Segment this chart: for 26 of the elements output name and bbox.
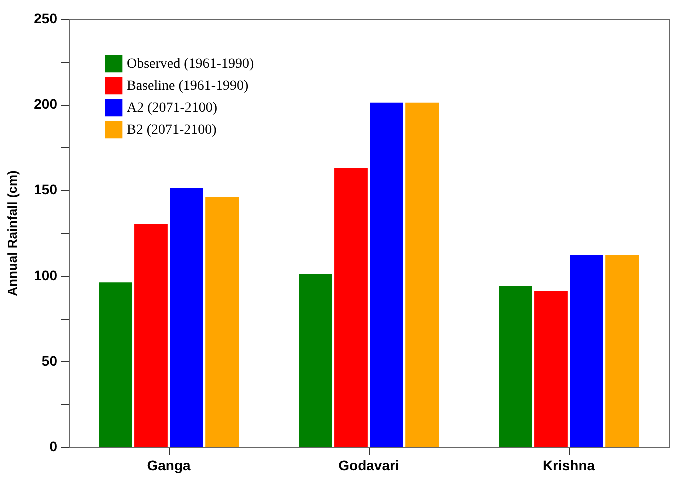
x-tick-label: Godavari — [338, 458, 400, 474]
bar — [606, 255, 639, 447]
x-tick-label: Krishna — [542, 458, 596, 474]
bar — [406, 102, 439, 447]
y-tick-label: 150 — [34, 182, 58, 198]
legend-label: B2 (2071-2100) — [127, 123, 218, 138]
y-tick-label: 50 — [42, 352, 58, 369]
y-tick-label: 200 — [34, 96, 58, 112]
legend-label: Observed (1961-1990) — [127, 57, 254, 72]
bar — [534, 291, 568, 447]
bar — [570, 255, 604, 447]
y-tick-label: 0 — [50, 438, 58, 454]
y-tick-label: 250 — [34, 10, 58, 26]
bar — [334, 168, 368, 447]
bar — [99, 282, 132, 447]
y-tick-label: 100 — [34, 267, 58, 284]
bar — [499, 286, 532, 447]
x-tick-label: Ganga — [147, 458, 191, 474]
y-axis-title: Annual Rainfall (cm) — [5, 170, 20, 296]
bar — [134, 224, 168, 447]
legend-label: Baseline (1961-1990) — [127, 79, 250, 94]
legend-label: A2 (2071-2100) — [127, 101, 218, 116]
bar — [170, 188, 204, 447]
bar — [206, 197, 239, 447]
bar — [370, 102, 404, 447]
bar — [299, 274, 332, 447]
